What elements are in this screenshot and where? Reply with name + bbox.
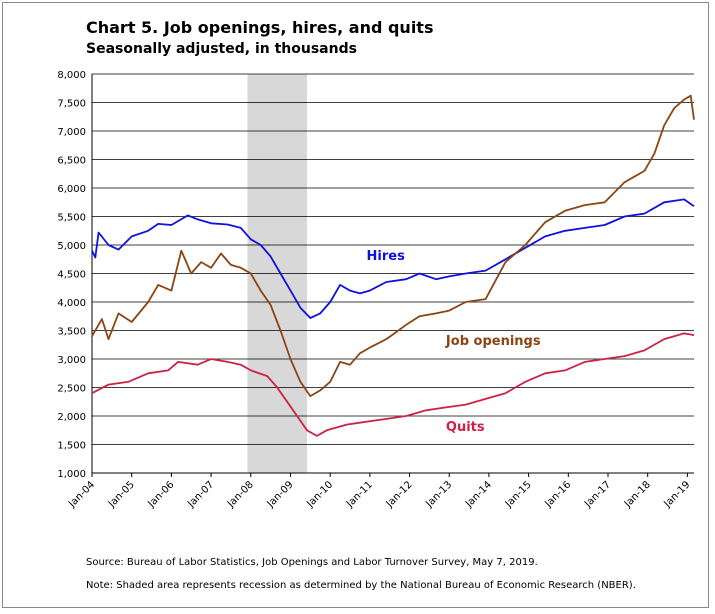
x-tick-label: Jan-15 — [503, 479, 534, 510]
y-tick-label: 2,500 — [57, 384, 86, 395]
y-tick-label: 7,000 — [57, 127, 86, 138]
source-note: Source: Bureau of Labor Statistics, Job … — [86, 557, 538, 568]
x-tick-label: Jan-11 — [344, 479, 375, 510]
x-tick-label: Jan-06 — [146, 479, 177, 510]
y-tick-label: 5,000 — [57, 241, 86, 252]
chart-title: Chart 5. Job openings, hires, and quits — [86, 18, 434, 37]
y-tick-label: 1,500 — [57, 441, 86, 452]
recession-note: Note: Shaded area represents recession a… — [86, 580, 636, 591]
x-tick-label: Jan-16 — [542, 479, 573, 510]
y-tick-label: 1,000 — [57, 469, 86, 480]
y-tick-label: 3,000 — [57, 355, 86, 366]
x-tick-label: Jan-13 — [423, 479, 454, 510]
x-tick-label: Jan-09 — [265, 479, 296, 510]
x-tick-label: Jan-05 — [106, 479, 137, 510]
series-line-hires — [91, 198, 695, 319]
y-tick-label: 7,500 — [57, 99, 86, 110]
chart-frame — [2, 2, 709, 608]
x-tick-label: Jan-10 — [304, 479, 335, 510]
x-tick-label: Jan-08 — [225, 479, 256, 510]
x-tick-label: Jan-14 — [463, 479, 494, 510]
y-tick-label: 6,500 — [57, 156, 86, 167]
series-line-quits — [91, 332, 695, 437]
chart-subtitle: Seasonally adjusted, in thousands — [86, 41, 357, 57]
y-tick-label: 6,000 — [57, 184, 86, 195]
x-tick-label: Jan-04 — [66, 479, 97, 510]
x-tick-label: Jan-17 — [582, 479, 613, 510]
y-tick-label: 2,000 — [57, 412, 86, 423]
x-tick-label: Jan-18 — [622, 479, 653, 510]
y-tick-label: 4,000 — [57, 298, 86, 309]
y-tick-label: 4,500 — [57, 270, 86, 281]
x-tick-label: Jan-12 — [384, 479, 415, 510]
series-label-job-openings: Job openings — [445, 334, 541, 349]
y-tick-label: 8,000 — [57, 70, 86, 81]
x-tick-label: Jan-07 — [185, 479, 216, 510]
series-label-hires: Hires — [367, 249, 406, 264]
series-label-quits: Quits — [446, 420, 485, 435]
series-line-job-openings — [91, 94, 695, 398]
y-tick-label: 3,500 — [57, 327, 86, 338]
x-tick-label: Jan-19 — [662, 479, 693, 510]
y-tick-label: 5,500 — [57, 213, 86, 224]
